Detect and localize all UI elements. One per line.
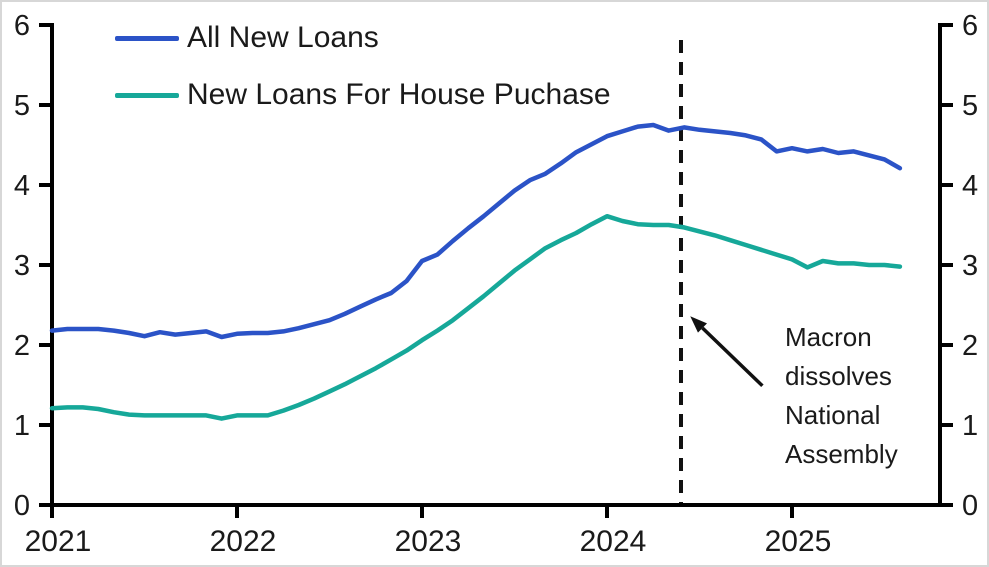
x-axis-label: 2022 (210, 525, 277, 558)
x-axis-label: 2024 (580, 525, 647, 558)
annotation-line-1: Macron (785, 322, 872, 352)
y-axis-label-left: 0 (14, 490, 30, 522)
annotation-line-2: dissolves (785, 361, 892, 391)
annotation-line-4: Assembly (785, 439, 898, 469)
y-axis-label-left: 1 (14, 410, 30, 442)
y-axis-label-left: 4 (14, 170, 30, 202)
legend-line-swatch-blue (115, 35, 179, 41)
x-axis-label: 2021 (25, 525, 92, 558)
y-axis-label-left: 6 (14, 10, 30, 42)
y-axis-label-left: 5 (14, 90, 30, 122)
legend-label-house-purchase: New Loans For House Puchase (187, 78, 611, 111)
y-axis-label-right: 5 (962, 90, 978, 122)
y-axis-label-left: 3 (14, 250, 30, 282)
legend-line-swatch-teal (115, 92, 179, 98)
annotation-line-3: National (785, 400, 881, 430)
y-axis-label-right: 0 (962, 490, 978, 522)
y-axis-label-right: 1 (962, 410, 978, 442)
series-line-all-new-loans (49, 122, 903, 340)
legend-label-all-new-loans: All New Loans (187, 21, 379, 54)
y-axis-label-right: 3 (962, 250, 978, 282)
y-axis-label-left: 2 (14, 330, 30, 362)
x-axis-label: 2023 (395, 525, 462, 558)
legend-item-house-purchase: New Loans For House Puchase (115, 78, 611, 112)
event-annotation: Macron dissolves National Assembly (785, 318, 898, 474)
annotation-arrow-shaft (701, 326, 764, 388)
y-axis-label-right: 4 (962, 170, 978, 202)
x-axis-label: 2025 (765, 525, 832, 558)
y-axis-label-right: 2 (962, 330, 978, 362)
y-axis-label-right: 6 (962, 10, 978, 42)
series-line-new-loans-for-house-puchase (49, 213, 903, 421)
annotation-arrow-head (690, 316, 707, 333)
legend-item-all-new-loans: All New Loans (115, 21, 379, 55)
